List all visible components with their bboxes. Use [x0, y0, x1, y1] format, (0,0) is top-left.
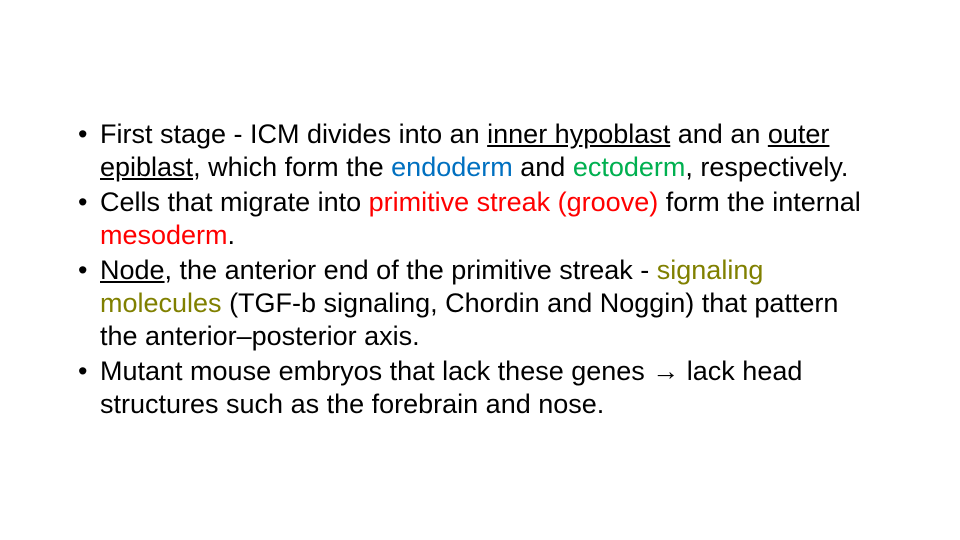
slide: First stage - ICM divides into an inner …	[0, 0, 960, 540]
text-run: , the anterior end of the primitive stre…	[165, 255, 657, 285]
text-run: primitive streak (groove)	[369, 187, 659, 217]
bullet-list: First stage - ICM divides into an inner …	[78, 118, 882, 420]
text-run: and	[513, 152, 573, 182]
text-run: ectoderm	[573, 152, 686, 182]
text-run: inner hypoblast	[487, 119, 670, 149]
text-run: Node	[100, 255, 165, 285]
text-run: , respectively.	[685, 152, 848, 182]
text-run: , which form the	[193, 152, 391, 182]
text-run: First stage - ICM divides into an	[100, 119, 487, 149]
text-run: .	[228, 220, 236, 250]
bullet-item: Node, the anterior end of the primitive …	[78, 254, 882, 353]
text-run: Mutant mouse embryos that lack these gen…	[100, 356, 802, 419]
text-run: form the internal	[658, 187, 861, 217]
bullet-item: Cells that migrate into primitive streak…	[78, 186, 882, 252]
text-run: endoderm	[391, 152, 513, 182]
text-run: Cells that migrate into	[100, 187, 369, 217]
bullet-item: Mutant mouse embryos that lack these gen…	[78, 355, 882, 421]
bullet-item: First stage - ICM divides into an inner …	[78, 118, 882, 184]
text-run: mesoderm	[100, 220, 228, 250]
text-run: and an	[670, 119, 768, 149]
